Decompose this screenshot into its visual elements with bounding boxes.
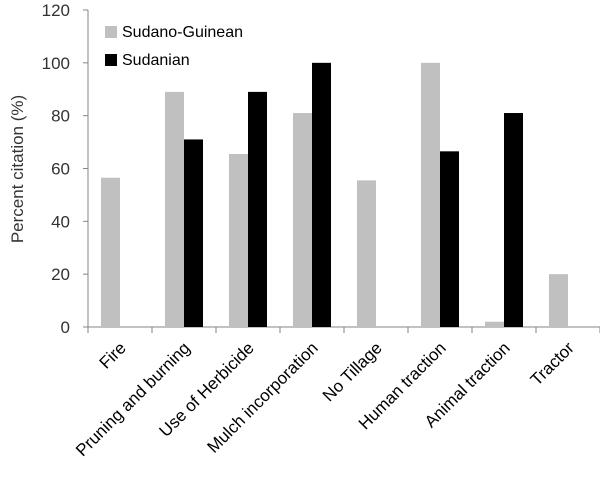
legend-swatch: [105, 54, 117, 66]
bar-sudanian: [184, 139, 203, 327]
bar-sudano-guinean: [101, 177, 120, 327]
bars: [101, 62, 568, 328]
legend-label: Sudanian: [122, 52, 190, 69]
y-tick-label: 0: [61, 318, 70, 337]
y-tick-label: 100: [42, 54, 70, 73]
bar-sudano-guinean: [357, 180, 376, 327]
category-label: Pruning and burning: [72, 338, 194, 460]
bar-sudano-guinean: [485, 321, 504, 327]
legend: Sudano-Guinean Sudanian: [105, 24, 243, 69]
legend-swatch: [105, 26, 117, 38]
bar-sudanian: [248, 91, 267, 328]
bar-sudano-guinean: [421, 62, 440, 327]
legend-label: Sudano-Guinean: [122, 24, 243, 41]
y-tick-label: 40: [51, 212, 70, 231]
y-ticks: 0 20 40 60 80 100 120: [42, 1, 88, 337]
category-label: No Tillage: [319, 338, 386, 405]
bar-sudanian: [504, 113, 523, 328]
y-tick-label: 20: [51, 265, 70, 284]
bar-sudano-guinean: [549, 274, 568, 327]
bar-sudanian: [312, 62, 331, 327]
category-label: Fire: [96, 338, 130, 372]
bar-sudano-guinean: [165, 91, 184, 328]
bar-sudano-guinean: [229, 153, 248, 327]
y-tick-label: 120: [42, 1, 70, 20]
category-label: Tractor: [527, 338, 578, 389]
y-tick-label: 60: [51, 160, 70, 179]
y-axis-title: Percent citation (%): [8, 95, 27, 243]
category-label: Mulch incorporation: [203, 338, 321, 456]
y-tick-label: 80: [51, 107, 70, 126]
bar-sudano-guinean: [293, 113, 312, 328]
bar-sudanian: [440, 151, 459, 327]
x-axis: [87, 326, 600, 333]
